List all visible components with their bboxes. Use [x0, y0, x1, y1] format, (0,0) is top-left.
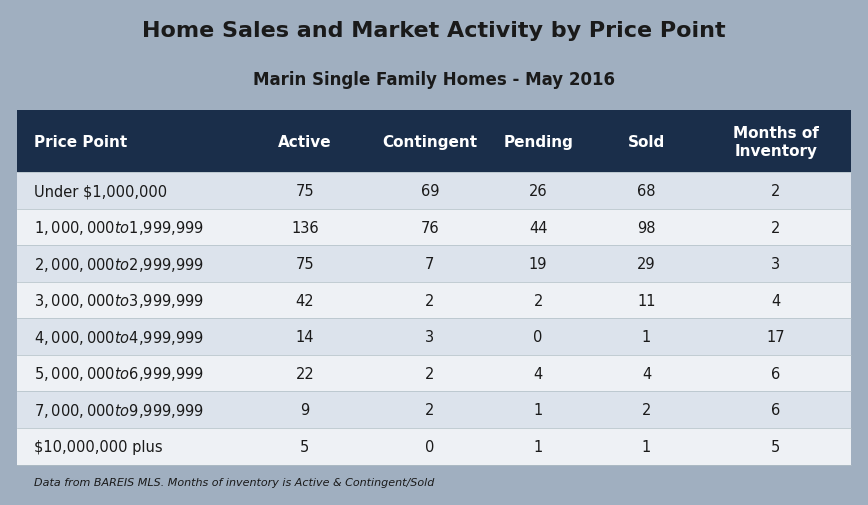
Text: Contingent: Contingent — [382, 134, 477, 149]
Text: 3: 3 — [425, 330, 434, 344]
Text: 5: 5 — [771, 439, 780, 454]
Text: 19: 19 — [529, 257, 548, 272]
Text: 1: 1 — [534, 402, 542, 418]
Text: 17: 17 — [766, 330, 785, 344]
Text: 4: 4 — [771, 293, 780, 308]
Text: 6: 6 — [771, 366, 780, 381]
Text: Marin Single Family Homes - May 2016: Marin Single Family Homes - May 2016 — [253, 71, 615, 89]
Text: Sold: Sold — [628, 134, 665, 149]
Bar — [17, 392, 851, 428]
Text: 14: 14 — [296, 330, 314, 344]
Text: 29: 29 — [637, 257, 656, 272]
Text: 1: 1 — [641, 330, 651, 344]
Text: 2: 2 — [641, 402, 651, 418]
Text: 1: 1 — [534, 439, 542, 454]
Text: 76: 76 — [420, 220, 439, 235]
Text: 2: 2 — [425, 366, 435, 381]
Text: 1: 1 — [641, 439, 651, 454]
Text: Data from BAREIS MLS. Months of inventory is Active & Contingent/Sold: Data from BAREIS MLS. Months of inventor… — [34, 477, 435, 487]
Text: 2: 2 — [425, 293, 435, 308]
Bar — [17, 428, 851, 465]
Text: 4: 4 — [641, 366, 651, 381]
Text: 98: 98 — [637, 220, 655, 235]
Text: Under $1,000,000: Under $1,000,000 — [34, 184, 168, 198]
Text: 2: 2 — [425, 402, 435, 418]
Text: Months of
Inventory: Months of Inventory — [733, 125, 819, 159]
Text: 75: 75 — [295, 184, 314, 198]
Text: Active: Active — [278, 134, 332, 149]
Text: $10,000,000 plus: $10,000,000 plus — [34, 439, 162, 454]
Text: Pending: Pending — [503, 134, 573, 149]
Text: 2: 2 — [771, 184, 780, 198]
Text: 136: 136 — [291, 220, 319, 235]
Bar — [17, 210, 851, 246]
Text: $3,000,000 to $3,999,999: $3,000,000 to $3,999,999 — [34, 291, 204, 310]
Bar — [17, 111, 851, 173]
Text: 75: 75 — [295, 257, 314, 272]
Text: Price Point: Price Point — [34, 134, 128, 149]
Text: 42: 42 — [295, 293, 314, 308]
Text: 6: 6 — [771, 402, 780, 418]
Text: 44: 44 — [529, 220, 548, 235]
Text: 9: 9 — [300, 402, 310, 418]
Text: 0: 0 — [534, 330, 542, 344]
Bar — [17, 282, 851, 319]
Bar — [17, 319, 851, 355]
Text: 3: 3 — [771, 257, 780, 272]
Bar — [17, 173, 851, 210]
Text: 5: 5 — [300, 439, 310, 454]
Text: 68: 68 — [637, 184, 655, 198]
Text: $1,000,000 to $1,999,999: $1,000,000 to $1,999,999 — [34, 219, 204, 237]
Text: 22: 22 — [295, 366, 314, 381]
Text: 69: 69 — [421, 184, 439, 198]
Text: 7: 7 — [425, 257, 435, 272]
Text: $2,000,000 to $2,999,999: $2,000,000 to $2,999,999 — [34, 255, 204, 273]
Text: 4: 4 — [534, 366, 542, 381]
Text: $4,000,000 to $4,999,999: $4,000,000 to $4,999,999 — [34, 328, 204, 346]
Bar — [17, 246, 851, 282]
Text: 26: 26 — [529, 184, 548, 198]
Text: 11: 11 — [637, 293, 655, 308]
Text: Home Sales and Market Activity by Price Point: Home Sales and Market Activity by Price … — [142, 21, 726, 41]
Text: 2: 2 — [534, 293, 542, 308]
Bar — [17, 355, 851, 392]
Text: $5,000,000 to $6,999,999: $5,000,000 to $6,999,999 — [34, 365, 204, 382]
Text: 0: 0 — [425, 439, 435, 454]
Text: 2: 2 — [771, 220, 780, 235]
Text: $7,000,000 to $9,999,999: $7,000,000 to $9,999,999 — [34, 401, 204, 419]
